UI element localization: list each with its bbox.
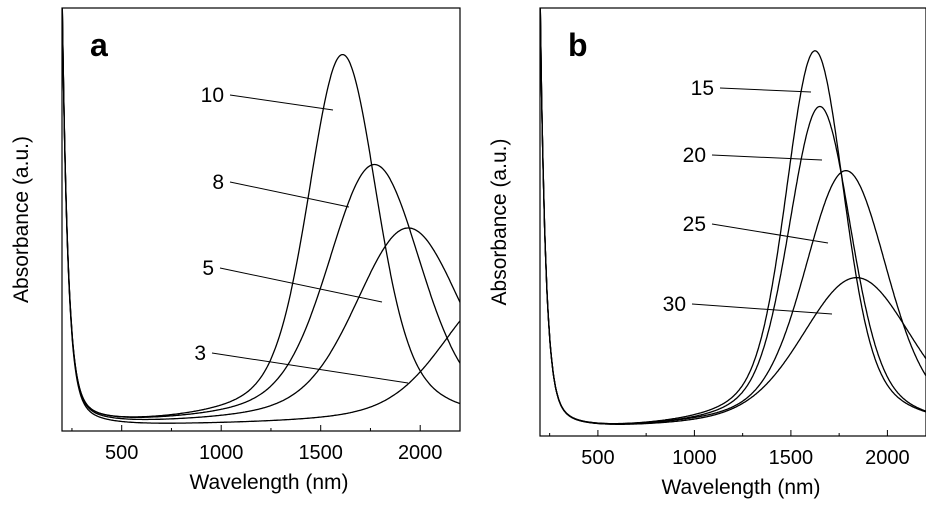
series-curve-25	[540, 8, 926, 425]
panel-letter: a	[90, 27, 108, 63]
series-curve-10	[62, 8, 460, 418]
x-tick-label: 1500	[769, 447, 814, 469]
y-axis-title: Absorbance (a.u.)	[488, 139, 511, 306]
series-curve-20	[540, 8, 926, 425]
series-label-8: 8	[212, 171, 224, 194]
series-label-10: 10	[201, 84, 224, 107]
series-label-3: 3	[194, 342, 206, 365]
x-tick-label: 1000	[672, 447, 717, 469]
panel-letter: b	[568, 27, 588, 63]
x-tick-label: 2000	[398, 442, 443, 464]
leader-line	[219, 267, 383, 303]
series-curve-30	[540, 8, 926, 425]
x-tick-label: 500	[581, 447, 614, 469]
x-axis-title: Wavelength (nm)	[661, 476, 820, 499]
leader-line	[229, 181, 350, 208]
leader-line	[211, 352, 409, 384]
plot-frame	[539, 7, 926, 437]
leader-line	[711, 223, 829, 244]
series-label-25: 25	[683, 213, 706, 236]
leader-line	[711, 154, 823, 161]
series-curve-3	[62, 8, 460, 424]
y-axis-title: Absorbance (a.u.)	[10, 136, 33, 303]
x-tick-label: 2000	[865, 447, 910, 469]
plot-frame	[61, 7, 461, 432]
series-curve-8	[62, 8, 460, 418]
x-tick-label: 1500	[298, 442, 343, 464]
leader-line	[719, 87, 812, 93]
x-tick-label: 500	[105, 442, 138, 464]
leader-line	[691, 303, 833, 315]
x-axis-title: Wavelength (nm)	[189, 471, 348, 494]
series-label-20: 20	[683, 144, 706, 167]
series-label-15: 15	[691, 77, 714, 100]
panel-b: 500 1000 1500 2000 Wavelength (nm) Absorbance…	[488, 7, 926, 499]
series-curve-15	[540, 8, 926, 425]
series-label-30: 30	[663, 293, 686, 316]
leader-line	[229, 94, 334, 111]
panel-a: 500 1000 1500 2000 Wavelength (nm) Absorbance…	[10, 7, 461, 494]
x-tick-label: 1000	[199, 442, 244, 464]
series-label-5: 5	[202, 257, 214, 280]
series-curve-5	[62, 8, 460, 421]
